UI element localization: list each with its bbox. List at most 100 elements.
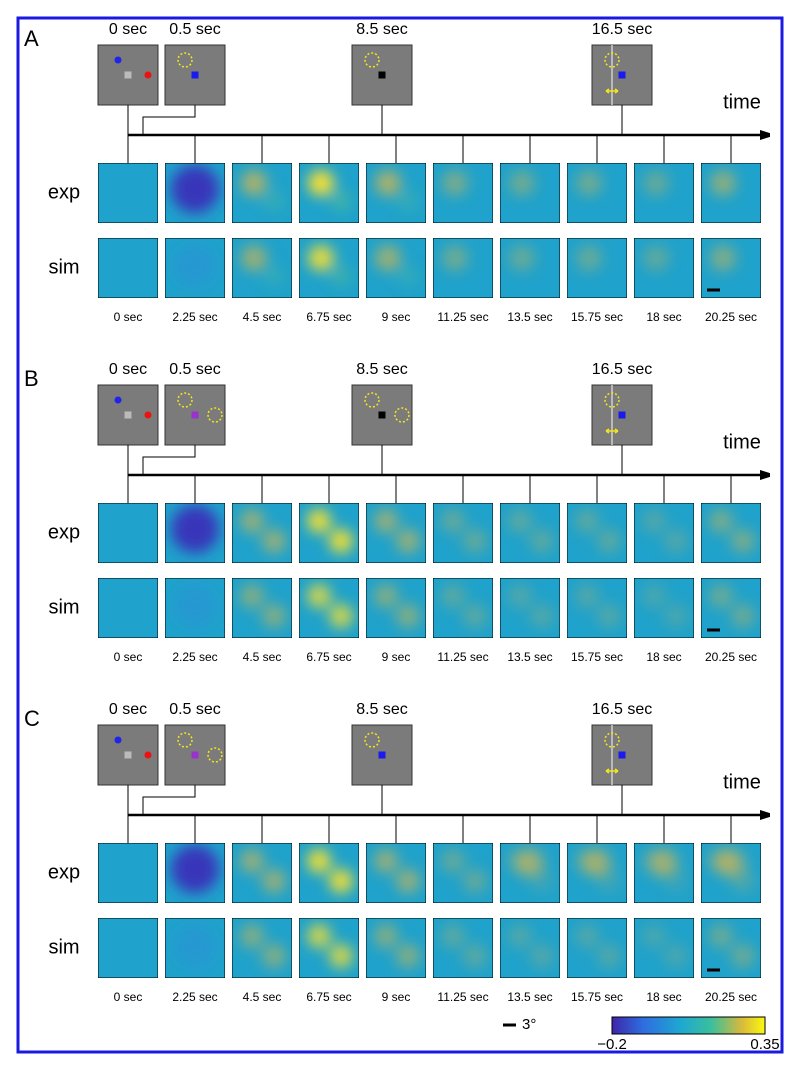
heatmap-blobs (642, 849, 688, 893)
heatmap (232, 843, 292, 903)
time-label: time (723, 91, 761, 113)
time-tick-label: 15.75 sec (571, 310, 623, 324)
heatmap-blobs (709, 849, 755, 893)
heatmap (232, 918, 292, 978)
cue-arrow (605, 88, 619, 94)
heatmap-bg (634, 918, 694, 978)
blue-dot (114, 736, 122, 744)
blob (530, 944, 554, 968)
time-tick-label: 13.5 sec (507, 650, 552, 664)
blob (374, 849, 398, 873)
blob (331, 191, 351, 211)
heatmap-blobs (509, 245, 535, 271)
time-tick-label: 11.25 sec (437, 310, 488, 324)
stimulus-square (378, 411, 386, 419)
heatmap (165, 578, 225, 638)
heatmap-blobs (173, 244, 217, 288)
heatmap (299, 578, 359, 638)
stimulus-frame (351, 384, 413, 446)
heatmap-blobs (575, 849, 621, 893)
blob (509, 170, 535, 196)
blob (241, 245, 267, 271)
heatmap-blobs (575, 584, 621, 628)
heatmap (299, 238, 359, 298)
time-tick-label: 0 sec (114, 990, 143, 1004)
heatmap (634, 163, 694, 223)
blob (398, 191, 418, 211)
heatmap-blobs (642, 924, 688, 968)
blob (643, 170, 669, 196)
heatmap-blobs (240, 509, 286, 553)
heatmap-blobs (308, 245, 351, 286)
heatmap (701, 163, 761, 223)
heatmap-bg (500, 918, 560, 978)
heatmap-bg (500, 503, 560, 563)
time-tick-label: 0 sec (114, 310, 143, 324)
heatmap-blobs (374, 849, 420, 893)
heatmap (165, 918, 225, 978)
blob (664, 529, 688, 553)
blob (173, 924, 217, 968)
stimulus-frame (591, 44, 653, 106)
border (16, 16, 784, 1054)
stimulus-square (618, 411, 626, 419)
frame-label: 8.5 sec (356, 21, 408, 38)
blob (597, 529, 621, 553)
heatmap-bg (232, 578, 292, 638)
blob (717, 849, 745, 877)
connector (142, 445, 196, 475)
target-outline (177, 52, 193, 68)
heatmap (567, 843, 627, 903)
stimulus-frame (164, 384, 226, 446)
blob (329, 604, 353, 628)
frame-label: 16.5 sec (592, 361, 652, 378)
time-tick-label: 6.75 sec (306, 310, 351, 324)
blob (530, 529, 554, 553)
heatmap-blobs (509, 170, 535, 196)
blob (463, 869, 487, 893)
blob (396, 944, 420, 968)
heatmap-blobs (643, 245, 669, 271)
blob (583, 849, 611, 877)
blob (374, 924, 398, 948)
blob (576, 245, 602, 271)
blob (240, 584, 264, 608)
target-outline (364, 52, 380, 68)
time-tick-label: 20.25 sec (705, 650, 757, 664)
heatmap (500, 503, 560, 563)
blob (463, 529, 487, 553)
stimulus-square (191, 751, 199, 759)
target-outline (177, 732, 193, 748)
time-tick-label: 18 sec (646, 650, 681, 664)
blob (329, 529, 353, 553)
row-label: sim (48, 596, 79, 618)
blob (264, 266, 284, 286)
heatmap (567, 238, 627, 298)
heatmap-bg (567, 503, 627, 563)
heatmap-blobs (642, 584, 688, 628)
heatmap-blobs (576, 245, 602, 271)
blob (642, 924, 666, 948)
heatmap (634, 843, 694, 903)
red-dot (144, 71, 152, 79)
heatmap-blobs (709, 509, 755, 553)
heatmap (165, 163, 225, 223)
time-tick-label: 13.5 sec (507, 990, 552, 1004)
stimulus-square (124, 411, 132, 419)
blob (731, 604, 755, 628)
cue-arrow (605, 428, 619, 434)
blob (441, 924, 465, 948)
heatmap (701, 238, 761, 298)
blob (262, 869, 286, 893)
colorbar (611, 1016, 766, 1035)
stimulus-square (618, 751, 626, 759)
stimulus-frame (97, 384, 159, 446)
time-tick-label: 4.5 sec (243, 310, 282, 324)
blob (307, 584, 331, 608)
target-outline (604, 732, 620, 748)
heatmap-blobs (307, 509, 353, 553)
heatmap-blobs (375, 245, 418, 286)
heatmap (433, 238, 493, 298)
heatmap (567, 503, 627, 563)
